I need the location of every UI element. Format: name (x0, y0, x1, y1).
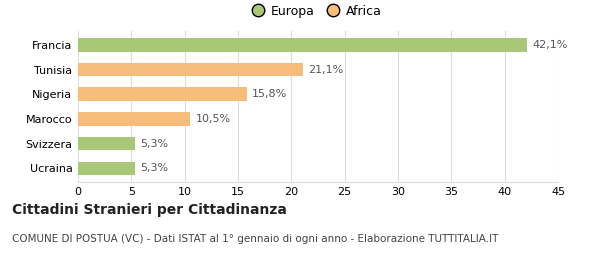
Text: 21,1%: 21,1% (308, 64, 344, 75)
Text: 5,3%: 5,3% (140, 139, 168, 149)
Bar (78, 112, 190, 126)
Text: 10,5%: 10,5% (196, 114, 230, 124)
Text: 5,3%: 5,3% (140, 163, 168, 173)
Text: Cittadini Stranieri per Cittadinanza: Cittadini Stranieri per Cittadinanza (12, 203, 287, 217)
Bar (78, 137, 134, 151)
Bar (78, 87, 247, 101)
Text: 15,8%: 15,8% (252, 89, 287, 99)
Text: 42,1%: 42,1% (532, 40, 568, 50)
Bar (78, 38, 527, 52)
Bar (78, 63, 303, 76)
Legend: Europa, Africa: Europa, Africa (251, 2, 385, 22)
Bar (78, 161, 134, 175)
Text: COMUNE DI POSTUA (VC) - Dati ISTAT al 1° gennaio di ogni anno - Elaborazione TUT: COMUNE DI POSTUA (VC) - Dati ISTAT al 1°… (12, 234, 499, 244)
